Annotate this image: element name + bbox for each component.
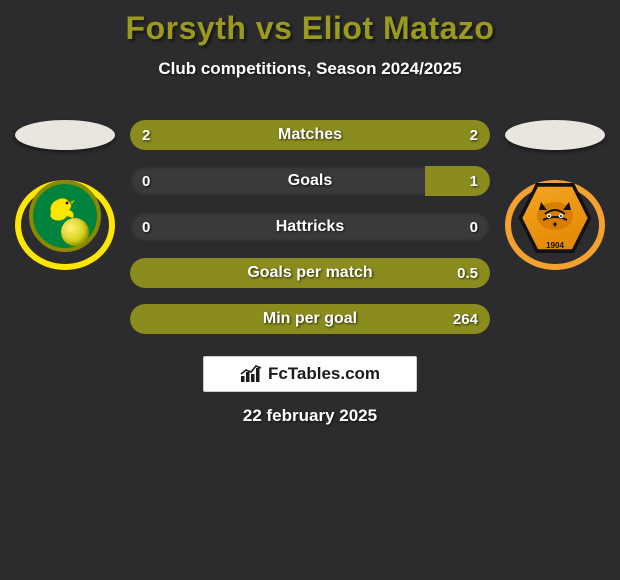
stat-bar: 264Min per goal [130,304,490,334]
player-left-headshot-placeholder [15,120,115,150]
player-right-headshot-placeholder [505,120,605,150]
stat-label: Hattricks [130,212,490,242]
date-text: 22 february 2025 [0,406,620,426]
norwich-crest-icon [29,180,101,252]
subtitle: Club competitions, Season 2024/2025 [0,59,620,79]
stat-label: Matches [130,120,490,150]
stat-bar: 00Hattricks [130,212,490,242]
player-left-column [10,120,120,270]
hull-year: 1904 [517,241,593,250]
brand-chart-icon [240,365,262,383]
brand-tag: FcTables.com [203,356,417,392]
stat-bar: 0.5Goals per match [130,258,490,288]
infographic-container: Forsyth vs Eliot Matazo Club competition… [0,0,620,580]
stat-label: Goals [130,166,490,196]
page-title: Forsyth vs Eliot Matazo [0,0,620,47]
brand-text: FcTables.com [268,364,380,384]
stat-label: Min per goal [130,304,490,334]
tiger-icon [531,194,579,234]
stat-bar: 22Matches [130,120,490,150]
team-left-badge [15,180,115,270]
stat-bar: 01Goals [130,166,490,196]
stat-label: Goals per match [130,258,490,288]
player-right-column: 1904 [500,120,610,270]
team-right-badge: 1904 [505,180,605,270]
hull-crest-icon: 1904 [517,180,593,256]
stats-bars: 22Matches 01Goals 00Hattricks 0.5Goals per … [130,120,490,350]
